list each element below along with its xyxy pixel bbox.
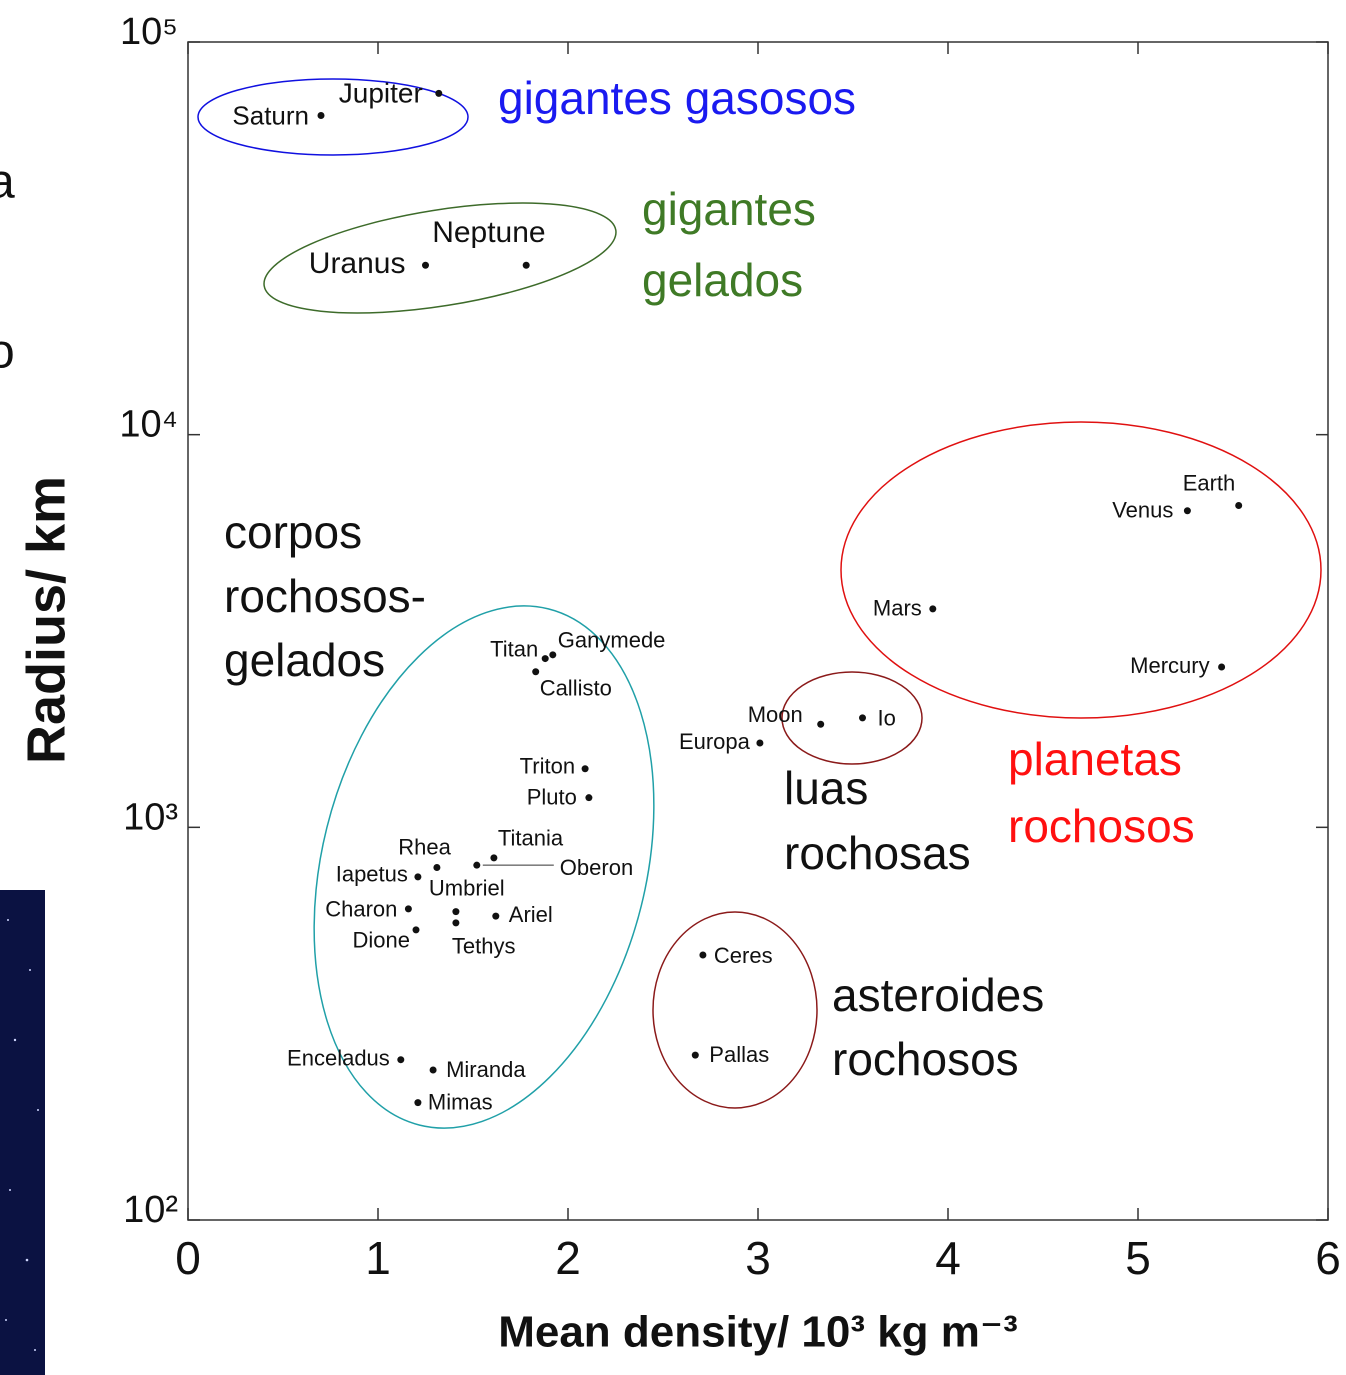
point-label: Ceres — [714, 943, 773, 968]
point — [404, 905, 412, 913]
point-label: Tethys — [452, 934, 516, 959]
point — [397, 1056, 405, 1064]
point-label: Uranus — [309, 247, 406, 280]
point — [492, 912, 500, 920]
group-ellipse — [197, 78, 469, 156]
point-label: Mercury — [1130, 653, 1209, 678]
point — [490, 854, 498, 862]
point — [317, 111, 325, 119]
x-tick-label: 3 — [745, 1232, 771, 1284]
point-label: Rhea — [398, 834, 451, 859]
y-tick-label: 10⁵ — [120, 11, 178, 53]
x-tick-label: 0 — [175, 1232, 201, 1284]
point — [422, 261, 429, 269]
point — [1218, 663, 1226, 671]
point — [532, 668, 540, 676]
group-ellipse — [652, 911, 818, 1109]
group-label: gigantes gasosos — [498, 72, 856, 124]
group-label: gigantes — [642, 183, 816, 235]
point-label: Titan — [490, 636, 538, 661]
group-ellipse — [263, 202, 617, 314]
x-axis-label: Mean density/ 10³ kg m⁻³ — [498, 1308, 1018, 1357]
y-tick-label: 10² — [123, 1189, 178, 1231]
group-label: corpos — [224, 506, 362, 558]
point-label: Io — [878, 706, 896, 731]
point — [412, 926, 420, 934]
point — [549, 651, 557, 659]
point — [414, 1099, 422, 1107]
point-label: Pluto — [527, 784, 577, 809]
point — [452, 919, 460, 927]
point — [433, 864, 441, 872]
group-label: rochosos — [1008, 800, 1195, 852]
point — [699, 951, 707, 959]
point-label: Venus — [1112, 498, 1173, 523]
group-ellipse — [313, 605, 655, 1129]
group-label: gelados — [224, 634, 385, 686]
point — [929, 605, 937, 613]
group-label: rochosos — [832, 1033, 1019, 1085]
group-ellipse — [781, 671, 923, 765]
point-label: Dione — [353, 928, 410, 953]
point-label: Ganymede — [558, 628, 666, 653]
point-label: Mimas — [428, 1089, 493, 1114]
point-label: Saturn — [232, 100, 309, 130]
point — [817, 720, 825, 728]
point — [452, 908, 460, 916]
point-label: Neptune — [432, 216, 545, 249]
cropped-text: o — [0, 326, 15, 379]
point-label: Titania — [498, 826, 564, 851]
point — [1183, 507, 1191, 515]
group-label: luas — [784, 762, 868, 814]
point — [429, 1066, 437, 1074]
point-label: Callisto — [540, 676, 612, 701]
point — [756, 739, 764, 747]
point — [581, 765, 589, 773]
point-label: Europa — [679, 729, 751, 754]
point — [435, 89, 443, 97]
group-label: rochosos- — [224, 570, 426, 622]
point — [691, 1051, 699, 1059]
x-tick-label: 5 — [1125, 1232, 1151, 1284]
point-label: Earth — [1183, 470, 1236, 495]
y-tick-label: 10⁴ — [119, 404, 178, 446]
x-tick-label: 1 — [365, 1232, 391, 1284]
point — [585, 794, 593, 802]
cropped-text: a — [0, 156, 15, 209]
group-label: planetas — [1008, 733, 1182, 785]
point-label: Enceladus — [287, 1046, 390, 1071]
x-tick-label: 4 — [935, 1232, 961, 1284]
point — [414, 873, 422, 881]
x-tick-label: 6 — [1315, 1232, 1341, 1284]
point — [859, 714, 866, 722]
point — [541, 655, 549, 663]
stars — [5, 919, 39, 1351]
background-image — [0, 890, 45, 1375]
point — [473, 861, 481, 869]
point-label: Pallas — [709, 1042, 769, 1067]
point — [1235, 502, 1243, 510]
group-label: gelados — [642, 254, 803, 306]
group-ellipse — [840, 421, 1322, 719]
point-label: Umbriel — [429, 875, 505, 900]
point-label: Triton — [520, 754, 575, 779]
point-label: Jupiter — [339, 78, 423, 109]
point-label: Ariel — [509, 902, 553, 927]
point-label: Moon — [748, 702, 803, 727]
group-label: asteroides — [832, 969, 1044, 1021]
x-tick-label: 2 — [555, 1232, 581, 1284]
point — [522, 261, 530, 269]
point-label: Iapetus — [336, 862, 408, 887]
y-axis-label: Radius/ km — [16, 476, 76, 764]
point-label: Charon — [325, 897, 397, 922]
point-label: Mars — [873, 596, 922, 621]
point-label: Miranda — [446, 1057, 526, 1082]
group-label: rochosas — [784, 827, 971, 879]
point-label: Oberon — [560, 855, 633, 880]
y-tick-label: 10³ — [123, 796, 178, 838]
